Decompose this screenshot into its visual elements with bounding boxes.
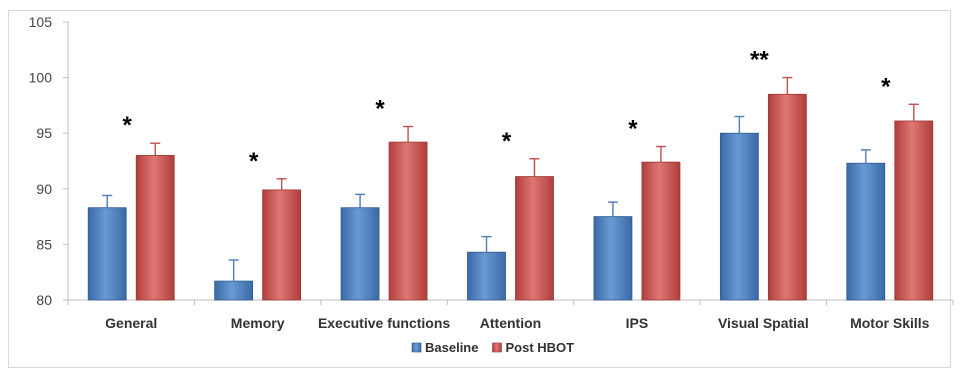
y-tick-label: 85 — [36, 236, 52, 252]
bar-baseline-5 — [719, 132, 759, 301]
bar-baseline-3 — [467, 251, 506, 301]
bar-baseline-1 — [214, 280, 254, 301]
y-tick-label: 100 — [29, 70, 53, 86]
significance-marker: * — [249, 148, 259, 175]
legend-label-post-hbot: Post HBOT — [505, 340, 574, 355]
x-tick-label: Motor Skills — [850, 315, 930, 331]
legend-label-baseline: Baseline — [425, 340, 478, 355]
bar-baseline-0 — [87, 207, 127, 301]
bar-post-hbot-5 — [767, 93, 807, 301]
x-tick-label: Memory — [231, 315, 285, 331]
x-tick-label: Visual Spatial — [718, 315, 809, 331]
bar-baseline-2 — [340, 207, 380, 301]
bar-post-hbot-6 — [894, 120, 934, 301]
bar-post-hbot-3 — [515, 176, 554, 301]
bar-post-hbot-0 — [135, 155, 175, 301]
chart-frame — [8, 10, 951, 368]
significance-marker: ** — [750, 47, 769, 74]
y-tick-label: 90 — [36, 181, 52, 197]
x-tick-label: General — [105, 315, 157, 331]
x-tick-label: Attention — [480, 315, 541, 331]
y-tick-label: 80 — [36, 292, 52, 308]
significance-marker: * — [881, 73, 891, 100]
y-tick-label: 95 — [36, 125, 52, 141]
legend-swatch-post-hbot — [492, 342, 502, 353]
bar-post-hbot-2 — [388, 141, 428, 301]
significance-marker: * — [375, 96, 385, 123]
significance-marker: * — [628, 116, 638, 143]
significance-marker: * — [123, 112, 133, 139]
x-tick-label: Executive functions — [318, 315, 450, 331]
bar-post-hbot-4 — [641, 161, 681, 301]
significance-marker: * — [502, 128, 512, 155]
y-tick-label: 105 — [29, 14, 53, 30]
bar-post-hbot-1 — [262, 189, 302, 301]
bar-baseline-6 — [846, 162, 886, 301]
x-tick-label: IPS — [626, 315, 649, 331]
bar-baseline-4 — [593, 216, 633, 301]
legend-swatch-baseline — [411, 342, 422, 353]
